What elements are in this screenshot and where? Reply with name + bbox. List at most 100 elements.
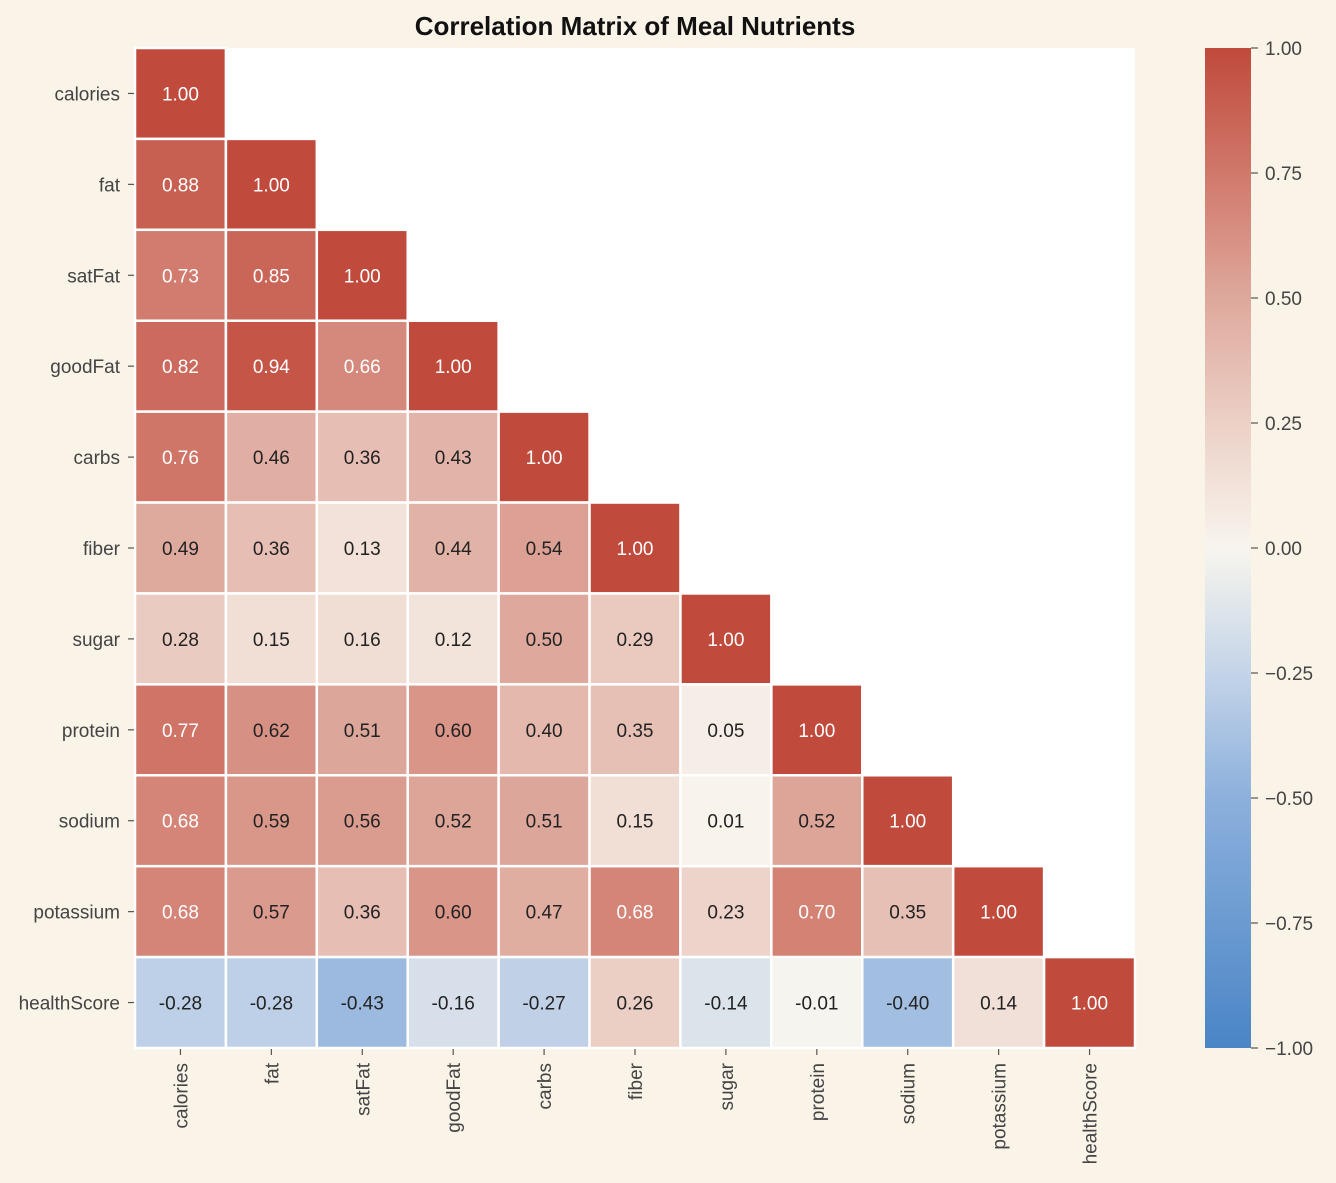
cell-value-label: 0.50 <box>526 630 563 651</box>
cell-value-label: 0.15 <box>617 812 654 833</box>
heatmap-cell-goodFat-goodFat <box>406 319 500 413</box>
cell-value-label: 0.01 <box>707 812 744 833</box>
cell-value-label: 0.51 <box>526 812 563 833</box>
cell-value-label: 1.00 <box>253 175 290 196</box>
cell-value-label: 0.51 <box>344 721 381 742</box>
colorbar <box>1205 48 1251 1048</box>
y-tick-label-calories: calories <box>55 84 120 105</box>
heatmap-cell-sodium-sugar <box>679 774 773 868</box>
cell-value-label: -0.40 <box>886 994 929 1015</box>
cell-value-label: 0.85 <box>253 266 290 287</box>
cell-value-label: 0.68 <box>162 812 199 833</box>
heatmap-cell-healthScore-calories <box>133 955 228 1050</box>
y-tick-label-fiber: fiber <box>83 539 121 560</box>
x-tick-label-sugar: sugar <box>717 1062 738 1110</box>
heatmap-cell-healthScore-satFat <box>315 955 409 1050</box>
heatmap-cell-fiber-fiber <box>588 501 682 595</box>
heatmap-cell-potassium-carbs <box>497 864 591 959</box>
cell-value-label: 0.52 <box>435 812 472 833</box>
heatmap-cell-healthScore-healthScore <box>1042 955 1137 1050</box>
heatmap-cell-protein-goodFat <box>406 683 500 777</box>
cell-value-label: 0.44 <box>435 539 472 560</box>
cell-value-label: -0.43 <box>341 994 384 1015</box>
cell-value-label: 0.49 <box>162 539 199 560</box>
x-tick-label-potassium: potassium <box>990 1063 1011 1150</box>
cell-value-label: 0.57 <box>253 903 290 924</box>
x-tick-label-satFat: satFat <box>353 1062 374 1116</box>
y-tick-label-satFat: satFat <box>67 266 121 287</box>
cell-value-label: 1.00 <box>798 721 835 742</box>
cell-value-label: 1.00 <box>1071 994 1108 1015</box>
cell-value-label: 1.00 <box>435 357 472 378</box>
x-tick-label-carbs: carbs <box>535 1063 556 1109</box>
colorbar-tick-label: −1.00 <box>1265 1039 1313 1060</box>
cell-value-label: 0.14 <box>980 994 1017 1015</box>
heatmap-cell-sodium-goodFat <box>406 774 500 868</box>
colorbar-tick-label: 0.25 <box>1265 414 1302 435</box>
cell-value-label: 0.60 <box>435 903 472 924</box>
cell-value-label: -0.28 <box>250 994 293 1015</box>
heatmap-cell-carbs-calories <box>133 410 228 504</box>
cell-value-label: 0.52 <box>798 812 835 833</box>
colorbar-ticks: 1.00 0.75 0.50 0.25 0.00 −0.25 −0.50 −0.75 −1.00 <box>1251 39 1313 1060</box>
heatmap-cells: 1.00 0.88 1.00 0.73 0.85 1.00 0.82 0.94 0.66 1.00… <box>133 46 1137 1050</box>
heatmap-cell-goodFat-fat <box>224 319 319 413</box>
heatmap-cell-healthScore-protein <box>770 955 864 1050</box>
x-tick-label-fiber: fiber <box>626 1062 647 1100</box>
heatmap-cell-fiber-carbs <box>497 501 591 595</box>
cell-value-label: 1.00 <box>526 448 563 469</box>
cell-value-label: 0.23 <box>707 903 744 924</box>
heatmap-cell-potassium-goodFat <box>406 864 500 959</box>
heatmap-cell-potassium-sodium <box>861 864 955 959</box>
colorbar-tick-label: −0.50 <box>1265 789 1313 810</box>
heatmap-cell-protein-protein <box>770 683 864 777</box>
y-axis: calories fat satFat goodFat carbs fiber sugar p… <box>19 84 134 1015</box>
colorbar-tick-label: −0.75 <box>1265 914 1313 935</box>
heatmap-cell-potassium-satFat <box>315 864 409 959</box>
colorbar-tick-label: 0.00 <box>1265 539 1302 560</box>
x-tick-label-healthScore: healthScore <box>1081 1063 1102 1164</box>
heatmap-cell-fat-fat <box>224 137 319 232</box>
heatmap-cell-potassium-potassium <box>951 864 1046 959</box>
heatmap-cell-goodFat-satFat <box>315 319 409 413</box>
cell-value-label: 0.56 <box>344 812 381 833</box>
cell-value-label: 0.36 <box>344 448 381 469</box>
cell-value-label: 0.12 <box>435 630 472 651</box>
cell-value-label: 1.00 <box>980 903 1017 924</box>
colorbar-tick-label: 1.00 <box>1265 39 1302 60</box>
heatmap-cell-goodFat-calories <box>133 319 228 413</box>
cell-value-label: 0.40 <box>526 721 563 742</box>
colorbar-tick-label: −0.25 <box>1265 664 1313 685</box>
cell-value-label: 0.62 <box>253 721 290 742</box>
cell-value-label: -0.27 <box>522 994 565 1015</box>
cell-value-label: 0.15 <box>253 630 290 651</box>
cell-value-label: 0.35 <box>889 903 926 924</box>
y-tick-label-protein: protein <box>62 721 120 742</box>
y-tick-label-sodium: sodium <box>59 812 120 833</box>
cell-value-label: 0.68 <box>162 903 199 924</box>
heatmap-cell-sodium-sodium <box>861 774 955 868</box>
x-tick-label-sodium: sodium <box>899 1063 920 1124</box>
heatmap-cell-fiber-calories <box>133 501 228 595</box>
heatmap-cell-protein-fat <box>224 683 319 777</box>
y-tick-label-sugar: sugar <box>72 630 120 651</box>
cell-value-label: 0.05 <box>707 721 744 742</box>
cell-value-label: 0.77 <box>162 721 199 742</box>
heatmap-cell-healthScore-potassium <box>951 955 1046 1050</box>
cell-value-label: 0.28 <box>162 630 199 651</box>
heatmap-cell-calories-calories <box>133 46 228 141</box>
y-tick-label-fat: fat <box>99 175 121 196</box>
heatmap-cell-healthScore-goodFat <box>406 955 500 1050</box>
chart-title: Correlation Matrix of Meal Nutrients <box>415 11 856 41</box>
cell-value-label: 0.54 <box>526 539 563 560</box>
heatmap-cell-protein-carbs <box>497 683 591 777</box>
heatmap-cell-protein-sugar <box>679 683 773 777</box>
y-tick-label-goodFat: goodFat <box>50 357 120 378</box>
cell-value-label: 0.66 <box>344 357 381 378</box>
x-tick-label-fat: fat <box>262 1062 283 1084</box>
cell-value-label: 0.29 <box>617 630 654 651</box>
cell-value-label: 0.26 <box>617 994 654 1015</box>
cell-value-label: -0.14 <box>704 994 748 1015</box>
x-axis: calories fat satFat goodFat carbs fiber sugar p… <box>171 1049 1102 1164</box>
